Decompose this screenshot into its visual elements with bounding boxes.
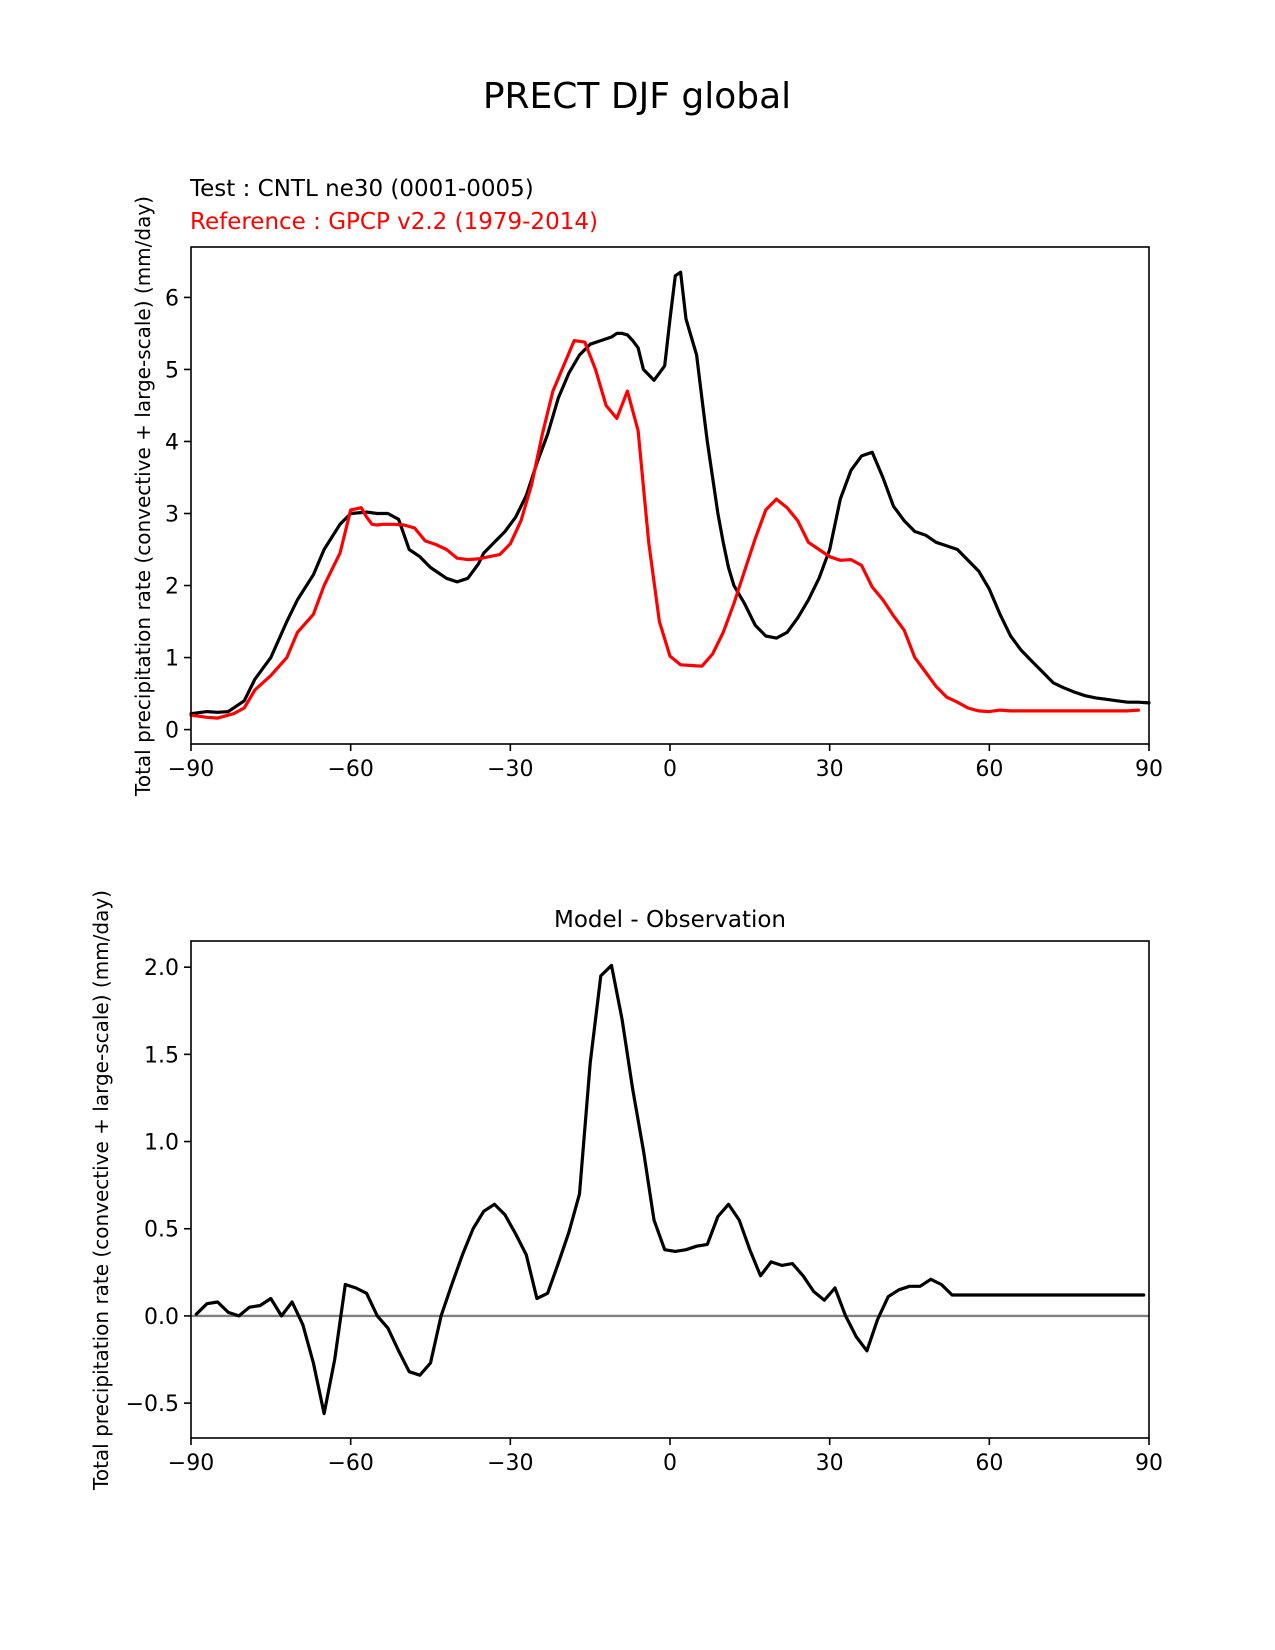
x-tick-label: 90 — [1135, 757, 1163, 782]
bottom-panel: Model - Observation −90 −60 −30 0 30 60 90 −0.… — [89, 890, 1163, 1491]
difference-series-line — [194, 963, 1146, 1416]
x-tick-label: 0 — [663, 1451, 677, 1476]
bottom-plot-lines — [191, 963, 1149, 1416]
x-tick-label: 60 — [975, 757, 1003, 782]
top-y-axis-label: Total precipitation rate (convective + l… — [131, 196, 155, 797]
test-series-line — [189, 270, 1151, 716]
x-tick-label: −30 — [487, 757, 533, 782]
top-panel: Test : CNTL ne30 (0001-0005) Reference :… — [131, 176, 1163, 797]
x-tick-label: −60 — [327, 757, 373, 782]
bottom-x-axis: −90 −60 −30 0 30 60 90 — [168, 1438, 1163, 1476]
y-tick-label: 1.5 — [144, 1043, 179, 1068]
y-tick-label: 0.5 — [144, 1218, 179, 1243]
top-y-axis: 0 1 2 3 4 5 6 — [165, 286, 191, 744]
bottom-title: Model - Observation — [554, 907, 786, 933]
x-tick-label: −90 — [168, 1451, 214, 1476]
reference-label: Reference : GPCP v2.2 (1979-2014) — [190, 209, 598, 235]
y-tick-label: 4 — [165, 430, 179, 455]
y-tick-label: 1 — [165, 647, 179, 672]
x-tick-label: 60 — [975, 1451, 1003, 1476]
x-tick-label: −60 — [327, 1451, 373, 1476]
y-tick-label: 0 — [165, 719, 179, 744]
x-tick-label: 30 — [816, 757, 844, 782]
y-tick-label: 0.0 — [144, 1305, 179, 1330]
reference-series-line — [189, 339, 1141, 720]
top-plot-lines — [189, 270, 1151, 720]
y-tick-label: 1.0 — [144, 1131, 179, 1156]
top-x-axis: −90 −60 −30 0 30 60 90 — [168, 744, 1163, 782]
figure-title: PRECT DJF global — [483, 76, 791, 117]
x-tick-label: 0 — [663, 757, 677, 782]
y-tick-label: 5 — [165, 358, 179, 383]
x-tick-label: −90 — [168, 757, 214, 782]
y-tick-label: 3 — [165, 503, 179, 528]
y-tick-label: −0.5 — [126, 1392, 179, 1417]
x-tick-label: −30 — [487, 1451, 533, 1476]
y-tick-label: 2 — [165, 575, 179, 600]
bottom-y-axis: −0.5 0.0 0.5 1.0 1.5 2.0 — [126, 956, 191, 1417]
test-label: Test : CNTL ne30 (0001-0005) — [189, 176, 534, 202]
y-tick-label: 2.0 — [144, 956, 179, 981]
x-tick-label: 30 — [816, 1451, 844, 1476]
x-tick-label: 90 — [1135, 1451, 1163, 1476]
y-tick-label: 6 — [165, 286, 179, 311]
bottom-y-axis-label: Total precipitation rate (convective + l… — [89, 890, 113, 1491]
